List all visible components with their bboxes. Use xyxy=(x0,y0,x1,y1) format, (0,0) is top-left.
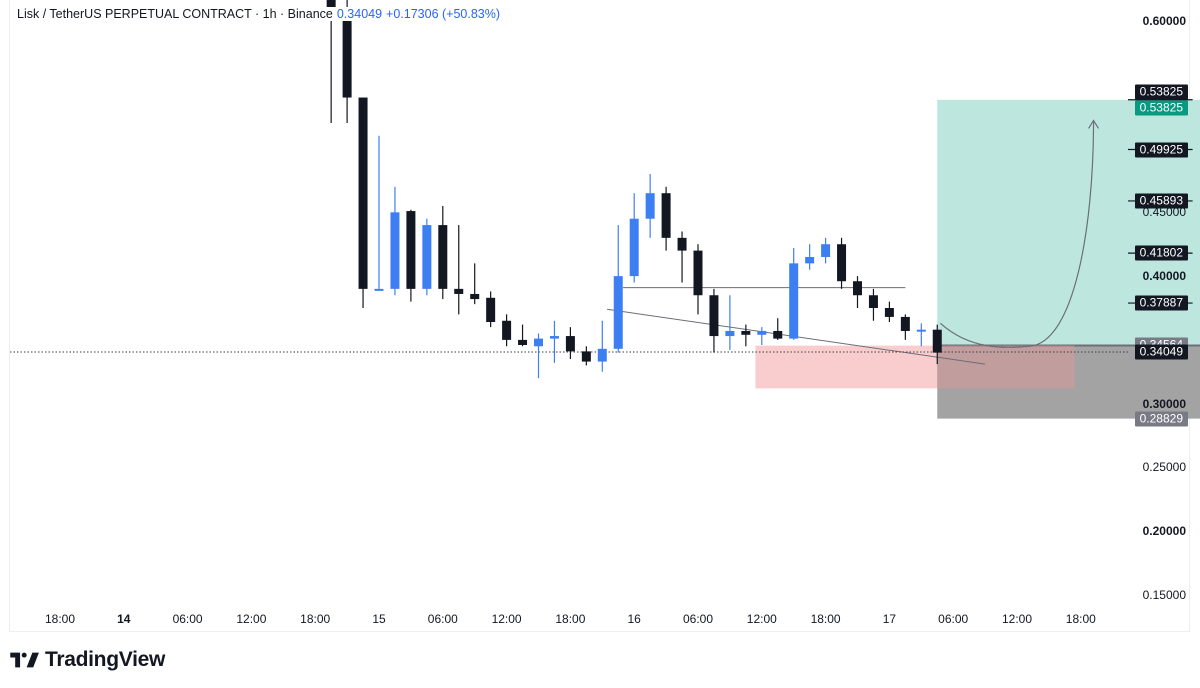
projection-arrowhead xyxy=(1088,119,1100,129)
price-tick-label: 0.25000 xyxy=(1142,460,1186,475)
time-tick-label: 06:00 xyxy=(172,612,203,626)
tradingview-brand[interactable]: TradingView xyxy=(10,648,165,672)
candle-body xyxy=(406,211,416,289)
candle-body xyxy=(454,288,464,294)
symbol-legend[interactable]: Lisk / TetherUS PERPETUAL CONTRACT · 1h … xyxy=(17,7,505,21)
candle-body xyxy=(374,288,384,291)
candle-body xyxy=(565,336,575,352)
time-tick-label: 14 xyxy=(117,612,131,626)
candle-body xyxy=(390,212,400,289)
time-tick-label: 18:00 xyxy=(44,612,76,626)
time-tick-label: 12:00 xyxy=(1001,612,1033,626)
price-tick-label: 0.45000 xyxy=(1142,205,1186,220)
price-tag: 0.53825 xyxy=(1134,84,1188,100)
candle-body xyxy=(645,193,655,219)
price-tag: 0.53825 xyxy=(1134,100,1188,116)
candles xyxy=(326,0,942,379)
symbol-title: Lisk / TetherUS PERPETUAL CONTRACT · 1h … xyxy=(17,7,333,21)
candle-body xyxy=(613,276,623,349)
candle-body xyxy=(821,244,831,257)
candle-body xyxy=(358,97,368,289)
price-tick-label: 0.60000 xyxy=(1142,14,1186,28)
candle-body xyxy=(805,256,815,264)
time-tick-label: 18:00 xyxy=(555,612,586,626)
price-tag: 0.34049 xyxy=(1134,344,1188,360)
candle-body xyxy=(868,295,878,308)
candle-body xyxy=(693,250,703,296)
time-tick-label: 15 xyxy=(372,612,386,626)
price-tag: 0.45893 xyxy=(1134,193,1188,209)
candle-body xyxy=(837,244,847,282)
zone-overlap xyxy=(937,345,1075,389)
candle-body xyxy=(773,330,783,339)
time-tick-label: 17 xyxy=(882,612,897,626)
time-tick-label: 06:00 xyxy=(427,612,458,626)
price-tag: 0.28829 xyxy=(1134,411,1188,427)
brand-name: TradingView xyxy=(45,648,166,671)
price-tick-label: 0.20000 xyxy=(1142,524,1186,539)
candle-body xyxy=(502,320,512,340)
candle-body xyxy=(661,193,671,238)
candle-body xyxy=(534,338,543,347)
candle-body xyxy=(900,316,910,331)
candle-body xyxy=(518,339,528,345)
time-tick-label: 16 xyxy=(627,612,641,626)
price-tick-label: 0.15000 xyxy=(1142,588,1186,602)
candle-body xyxy=(438,225,448,289)
price-tick-label: 0.30000 xyxy=(1142,396,1186,411)
candle-body xyxy=(709,295,719,337)
candle-body xyxy=(916,329,926,332)
time-tick-label: 18:00 xyxy=(1065,612,1096,626)
projection-arrow xyxy=(940,120,1095,348)
candle-body xyxy=(597,348,607,362)
candle-body xyxy=(725,330,735,337)
candle-body xyxy=(853,281,862,296)
tradingview-logo-icon xyxy=(10,652,39,668)
time-tick-label: 12:00 xyxy=(491,612,522,626)
candle-body xyxy=(326,0,336,9)
candle-body xyxy=(677,237,687,251)
time-tick-label: 12:00 xyxy=(236,612,267,626)
candle-body xyxy=(486,297,496,323)
candle-body xyxy=(470,293,480,300)
candle-body xyxy=(741,330,751,335)
candle-body xyxy=(932,329,942,353)
candle-body xyxy=(422,225,432,289)
price-change: +0.17306 (+50.83%) xyxy=(386,7,501,21)
time-tick-label: 18:00 xyxy=(810,612,841,626)
price-tag: 0.37887 xyxy=(1134,295,1188,311)
time-tick-label: 06:00 xyxy=(682,612,714,626)
candle-body xyxy=(789,263,799,339)
time-tick-label: 18:00 xyxy=(300,612,331,626)
last-price: 0.34049 xyxy=(336,7,383,21)
price-tag: 0.41802 xyxy=(1134,245,1188,261)
candle-body xyxy=(549,336,559,339)
time-tick-label: 12:00 xyxy=(746,612,777,626)
time-tick-label: 06:00 xyxy=(938,612,969,626)
price-tag: 0.49925 xyxy=(1134,142,1188,157)
candle-body xyxy=(884,308,894,317)
candle-body xyxy=(342,8,352,98)
candle-body xyxy=(581,351,591,362)
candle-body xyxy=(629,218,639,277)
candle-body xyxy=(757,330,767,335)
price-tick-label: 0.40000 xyxy=(1142,269,1186,284)
